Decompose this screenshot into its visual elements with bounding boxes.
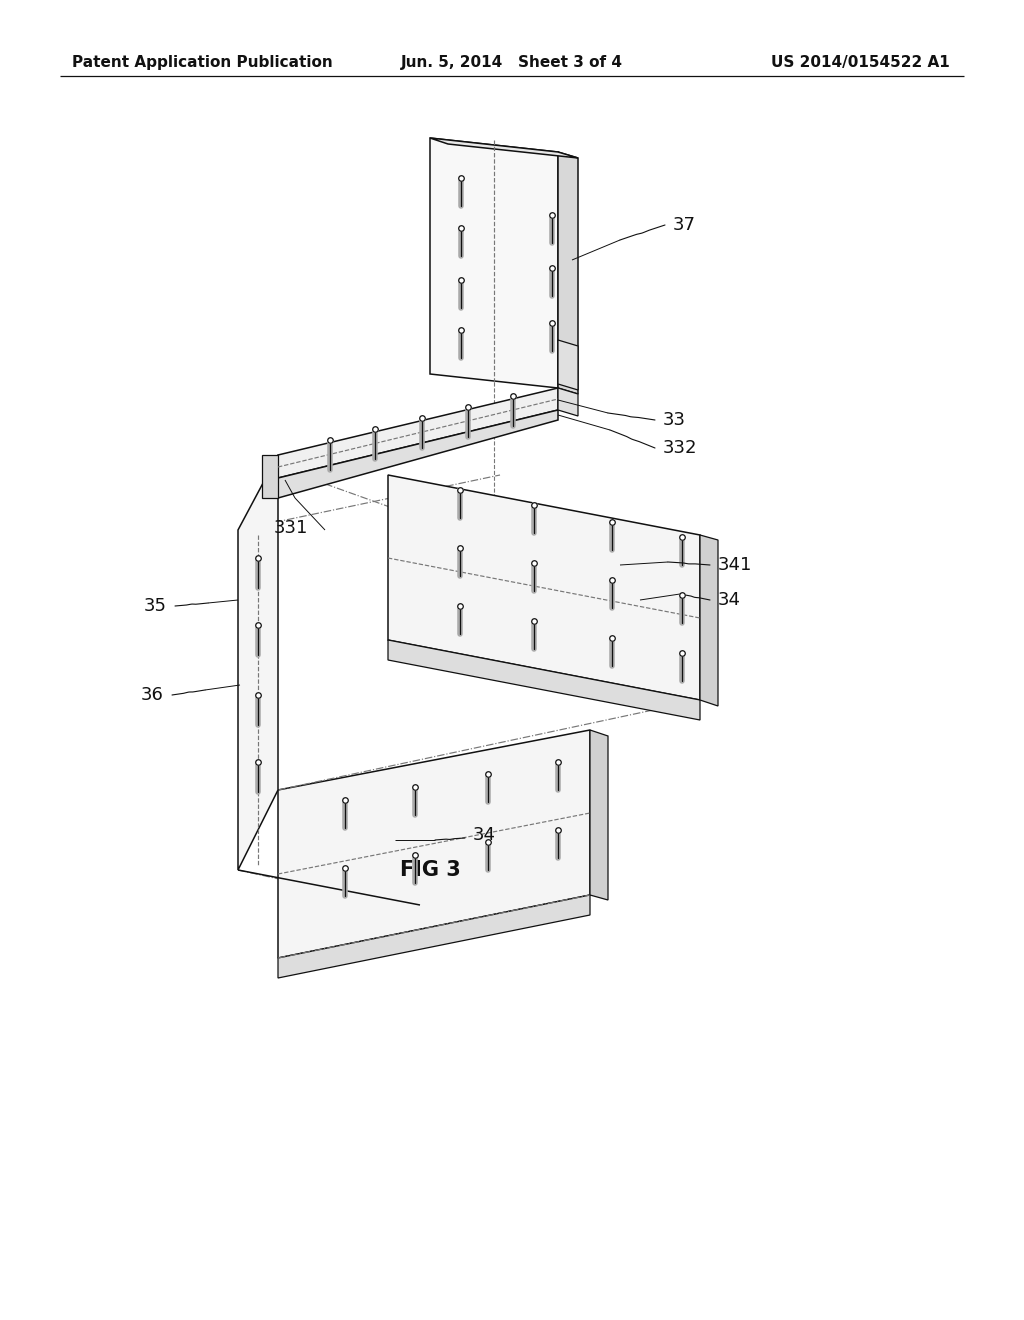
Polygon shape [388, 640, 700, 719]
Text: 331: 331 [273, 519, 308, 537]
Text: 341: 341 [718, 556, 753, 574]
Polygon shape [558, 341, 578, 389]
Polygon shape [430, 139, 578, 158]
Text: 37: 37 [673, 216, 696, 234]
Text: Patent Application Publication: Patent Application Publication [72, 54, 333, 70]
Polygon shape [700, 535, 718, 706]
Polygon shape [278, 895, 590, 978]
Text: 33: 33 [663, 411, 686, 429]
Text: Jun. 5, 2014   Sheet 3 of 4: Jun. 5, 2014 Sheet 3 of 4 [401, 54, 623, 70]
Polygon shape [430, 139, 558, 388]
Polygon shape [278, 730, 590, 958]
Text: 36: 36 [141, 686, 164, 704]
Text: 34: 34 [473, 826, 496, 843]
Text: US 2014/0154522 A1: US 2014/0154522 A1 [771, 54, 950, 70]
Text: 332: 332 [663, 440, 697, 457]
Polygon shape [262, 455, 278, 498]
Polygon shape [558, 152, 578, 393]
Polygon shape [278, 411, 558, 498]
Text: 35: 35 [144, 597, 167, 615]
Polygon shape [238, 455, 278, 870]
Text: FIG 3: FIG 3 [399, 861, 461, 880]
Polygon shape [388, 475, 700, 700]
Polygon shape [590, 730, 608, 900]
Polygon shape [558, 388, 578, 416]
Polygon shape [278, 388, 558, 478]
Text: 34: 34 [718, 591, 741, 609]
